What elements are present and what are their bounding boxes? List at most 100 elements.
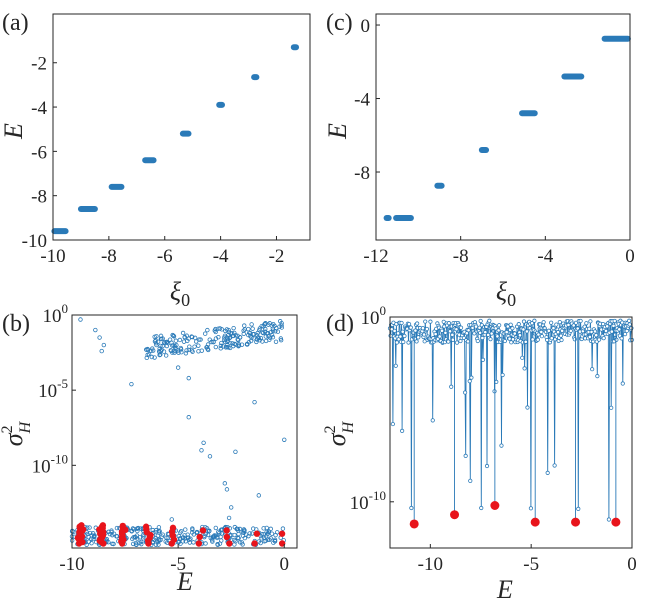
panel-d-bulk-point bbox=[496, 328, 501, 333]
panel-b-bulk-point bbox=[254, 337, 260, 342]
panel-b-bulk-point bbox=[199, 348, 205, 353]
panel-b-bulk-point bbox=[235, 535, 240, 541]
panel-b-bulk-point bbox=[169, 517, 174, 522]
panel-d-bulk-point bbox=[428, 319, 433, 324]
panel-b-edge-point bbox=[226, 540, 233, 547]
panel-b-bulk-point bbox=[231, 325, 236, 331]
panel-b-bulk-point bbox=[215, 542, 220, 547]
panel-b-bulk-point bbox=[133, 535, 138, 540]
panel-b-bulk-point bbox=[160, 532, 165, 537]
panel-d-bulk-point bbox=[446, 339, 451, 344]
panel-d-bulk-point bbox=[439, 328, 445, 333]
panel-b-xtick-label: -5 bbox=[170, 554, 186, 575]
panel-d-bulk-point bbox=[484, 463, 490, 469]
panel-b-bulk-point bbox=[177, 337, 183, 343]
panel-c: (c) -12 -8 -4 0 -8 -4 0 ξ0 E bbox=[323, 10, 635, 310]
panel-d-bulk-point bbox=[402, 333, 407, 339]
panel-b-bulk-point bbox=[154, 342, 159, 348]
panel-b-bulk-point bbox=[267, 337, 272, 342]
panel-a-xlabel: ξ0 bbox=[170, 277, 190, 310]
panel-a-ytick-label: -4 bbox=[31, 98, 47, 119]
panel-d-bulk-point bbox=[477, 325, 482, 330]
panel-b-edge-point bbox=[223, 533, 230, 541]
panel-d-bulk-point bbox=[479, 505, 484, 511]
panel-d-xtick-label: -5 bbox=[523, 554, 539, 575]
panel-b-bulk-point bbox=[155, 533, 161, 539]
panel-d-bulk-point bbox=[601, 336, 606, 341]
panel-d-bulk-point bbox=[609, 405, 614, 410]
panel-d-bulk-point bbox=[398, 334, 403, 339]
panel-b-ytick-label: 10-10 bbox=[32, 451, 68, 477]
panel-b-bulk-point bbox=[249, 322, 254, 327]
panel-a-ytick-label: -8 bbox=[31, 187, 47, 208]
panel-b-bulk-point bbox=[185, 532, 190, 537]
panel-b-bulk-point bbox=[185, 338, 190, 344]
panel-b-bulk-point bbox=[87, 530, 93, 536]
panel-b-bulk-point bbox=[279, 325, 284, 330]
panel-d-bulk-point bbox=[530, 337, 535, 342]
panel-b-bulk-point bbox=[261, 526, 266, 531]
panel-d-bulk-point bbox=[393, 363, 398, 368]
panel-b-bulk-point bbox=[135, 528, 140, 534]
panel-d-bulk-point bbox=[584, 321, 589, 326]
panel-b-bulk-point bbox=[192, 335, 198, 341]
panel-d-bulk-point bbox=[587, 326, 592, 331]
panel-b-bulk-point bbox=[197, 337, 202, 342]
panel-b-bulk-point bbox=[149, 354, 155, 360]
panel-b-bulk-point bbox=[144, 347, 149, 352]
panel-d-bulk-point bbox=[549, 336, 554, 341]
panel-d-bulk-point bbox=[495, 334, 500, 339]
panel-b-bulk-point bbox=[239, 540, 245, 545]
panel-d-bulk-point bbox=[629, 326, 634, 331]
panel-b-bulk-point bbox=[167, 337, 173, 342]
panel-d-bulk-point bbox=[458, 325, 464, 330]
panel-d-bulk-point bbox=[489, 331, 494, 336]
panel-d-bulk-point bbox=[595, 374, 600, 379]
panel-b-bulk-point bbox=[152, 339, 158, 344]
panel-d-bulk-point bbox=[430, 418, 435, 423]
panel-b-bulk-point bbox=[265, 330, 271, 336]
panel-b-bulk-point bbox=[275, 329, 281, 334]
panel-d-bulk-point bbox=[612, 318, 617, 324]
panel-c-ytick-label: 0 bbox=[361, 16, 371, 37]
panel-d-bulk-point bbox=[539, 334, 544, 339]
panel-d-bulk-point bbox=[521, 319, 527, 324]
panel-b-bulk-point bbox=[232, 537, 237, 543]
panel-b-bulk-point bbox=[236, 343, 241, 349]
panel-a: (a) -10 -8 -6 -4 -2 -10 -8 -6 -4 -2 ξ0 E bbox=[0, 10, 311, 310]
panel-d-bulk-point bbox=[394, 340, 400, 345]
panel-b-bulk-point bbox=[201, 440, 206, 445]
panel-b-bulk-point bbox=[99, 348, 104, 354]
panel-c-ytick-label: -8 bbox=[354, 163, 370, 184]
panel-b-bulk-point bbox=[93, 327, 98, 333]
panel-b-bulk-point bbox=[131, 527, 136, 532]
panel-d-bulk-point bbox=[609, 329, 614, 334]
panel-d-bulk-point bbox=[504, 329, 509, 335]
panel-b-bulk-point bbox=[228, 532, 234, 538]
panel-d-bulk-point bbox=[524, 329, 529, 334]
panel-d-bulk-point bbox=[592, 329, 598, 334]
panel-d-bulk-point bbox=[415, 321, 420, 326]
panel-b-bulk-point bbox=[273, 325, 279, 331]
panel-b-edge-point bbox=[119, 522, 126, 530]
panel-b-bulk-point bbox=[154, 334, 159, 339]
panel-b-bulk-point bbox=[178, 347, 184, 352]
panel-b-bulk-point bbox=[141, 534, 146, 539]
panel-b-bulk-point bbox=[213, 329, 218, 335]
panel-d-bulk-point bbox=[487, 318, 492, 323]
panel-b-bulk-point bbox=[171, 333, 176, 338]
panel-d-bulk-point bbox=[468, 478, 473, 483]
panel-b-bulk-point bbox=[241, 328, 246, 333]
panel-d-edge-point bbox=[409, 519, 419, 529]
panel-b-bulk-point bbox=[270, 335, 276, 340]
panel-b-bulk-point bbox=[213, 326, 218, 332]
panel-d-bulk-point bbox=[532, 318, 537, 323]
panel-b-edge-point bbox=[223, 527, 230, 534]
panel-d-bulk-point bbox=[545, 470, 550, 475]
panel-d-bulk-point bbox=[523, 339, 528, 344]
panel-b-bulk-point bbox=[205, 327, 210, 333]
panel-b-bulk-point bbox=[270, 328, 276, 333]
panel-b-bulk-point bbox=[206, 347, 211, 353]
panel-d-bulk-point bbox=[399, 320, 404, 326]
